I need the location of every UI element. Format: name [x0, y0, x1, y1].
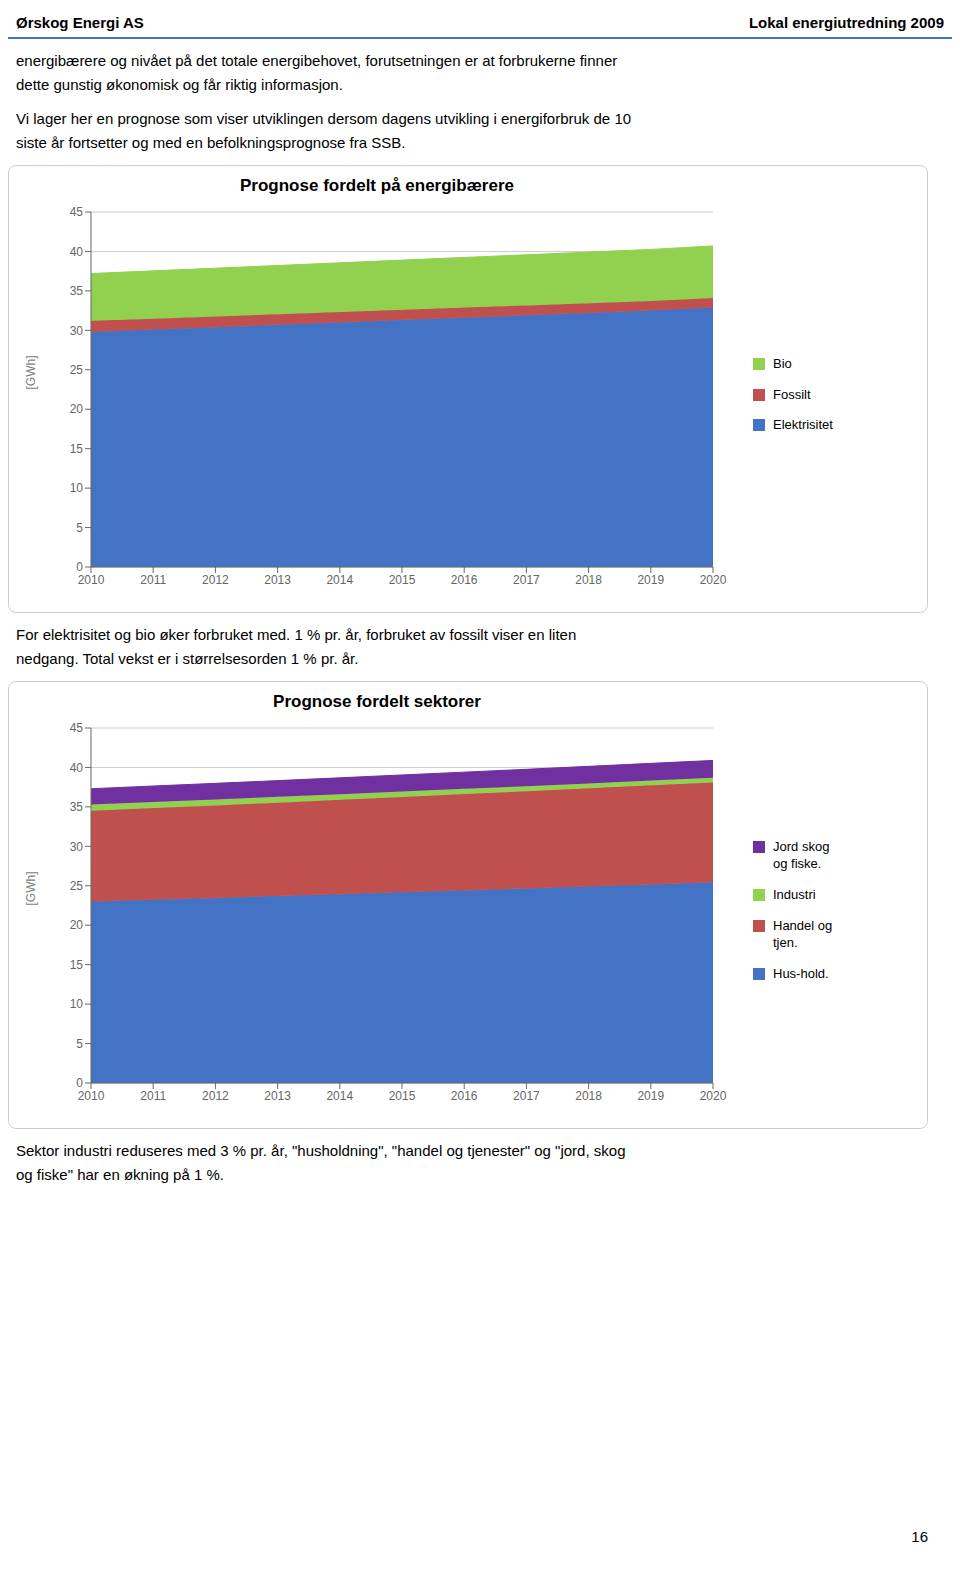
svg-text:2012: 2012	[202, 573, 229, 587]
html-text:For elektrisitet og bio øker f: For elektrisitet og bio øker forbruket m…	[16, 626, 577, 667]
svg-text:2014: 2014	[326, 1089, 353, 1103]
svg-text:2018: 2018	[575, 1089, 602, 1103]
svg-text:2013: 2013	[264, 573, 291, 587]
svg-text:25: 25	[70, 363, 84, 377]
svg-text:10: 10	[70, 481, 84, 495]
svg-text:2020: 2020	[700, 573, 727, 587]
svg-text:[GWh]: [GWh]	[24, 355, 38, 389]
svg-text:35: 35	[70, 284, 84, 298]
svg-text:2012: 2012	[202, 1089, 229, 1103]
svg-text:2016: 2016	[451, 573, 478, 587]
svg-text:15: 15	[70, 958, 84, 972]
svg-text:2015: 2015	[389, 1089, 416, 1103]
svg-text:45: 45	[70, 721, 84, 735]
svg-text:[GWh]: [GWh]	[24, 871, 38, 905]
svg-text:40: 40	[70, 245, 84, 259]
html-text:Sektor industri reduseres med: Sektor industri reduseres med 3 % pr. år…	[16, 1142, 626, 1183]
svg-text:2013: 2013	[264, 1089, 291, 1103]
svg-text:35: 35	[70, 800, 84, 814]
svg-text:25: 25	[70, 879, 84, 893]
html-text:Hus-hold.: Hus-hold.	[773, 965, 829, 981]
svg-text:0: 0	[76, 560, 83, 574]
html-text:Industri: Industri	[773, 887, 816, 903]
html-text:Ørskog Energi AS: Ørskog Energi AS	[16, 14, 144, 31]
svg-text:2019: 2019	[637, 1089, 664, 1103]
svg-text:2011: 2011	[140, 573, 166, 587]
svg-text:2014: 2014	[326, 573, 353, 587]
html-text:Bio: Bio	[773, 355, 792, 371]
svg-text:2015: 2015	[389, 573, 416, 587]
html-text:Elektrisitet: Elektrisitet	[773, 417, 833, 433]
svg-text:2017: 2017	[513, 573, 540, 587]
html-text:Handel og tjen.: Handel og tjen.	[773, 918, 833, 950]
svg-text:30: 30	[70, 324, 84, 338]
svg-text:20: 20	[70, 918, 84, 932]
svg-text:2010: 2010	[78, 573, 105, 587]
svg-text:30: 30	[70, 840, 84, 854]
html-text:Fossilt: Fossilt	[773, 386, 811, 402]
svg-text:2010: 2010	[78, 1089, 105, 1103]
svg-text:2018: 2018	[575, 573, 602, 587]
svg-text:2020: 2020	[700, 1089, 727, 1103]
html-text:Lokal energiutredning 2009: Lokal energiutredning 2009	[748, 14, 944, 31]
svg-text:2017: 2017	[513, 1089, 540, 1103]
svg-text:20: 20	[70, 402, 84, 416]
svg-text:45: 45	[70, 205, 84, 219]
html-text:Jord skog og fiske.: Jord skog og fiske.	[773, 839, 830, 872]
svg-text:40: 40	[70, 761, 84, 775]
svg-text:5: 5	[76, 1037, 83, 1051]
svg-text:2011: 2011	[140, 1089, 166, 1103]
svg-text:0: 0	[76, 1076, 83, 1090]
svg-text:2019: 2019	[637, 573, 664, 587]
html-text:energibærere og nivået på det: energibærere og nivået på det totale ene…	[16, 52, 618, 93]
html-text:Prognose fordelt på energibære: Prognose fordelt på energibærere	[240, 176, 514, 195]
svg-text:10: 10	[70, 997, 84, 1011]
svg-text:5: 5	[76, 521, 83, 535]
svg-text:15: 15	[70, 442, 84, 456]
svg-text:2016: 2016	[451, 1089, 478, 1103]
html-text:16: 16	[911, 1528, 928, 1545]
html-text:Vi lager her en prognose som v: Vi lager her en prognose som viser utvik…	[16, 110, 632, 151]
html-text:Prognose fordelt sektorer: Prognose fordelt sektorer	[273, 692, 481, 711]
